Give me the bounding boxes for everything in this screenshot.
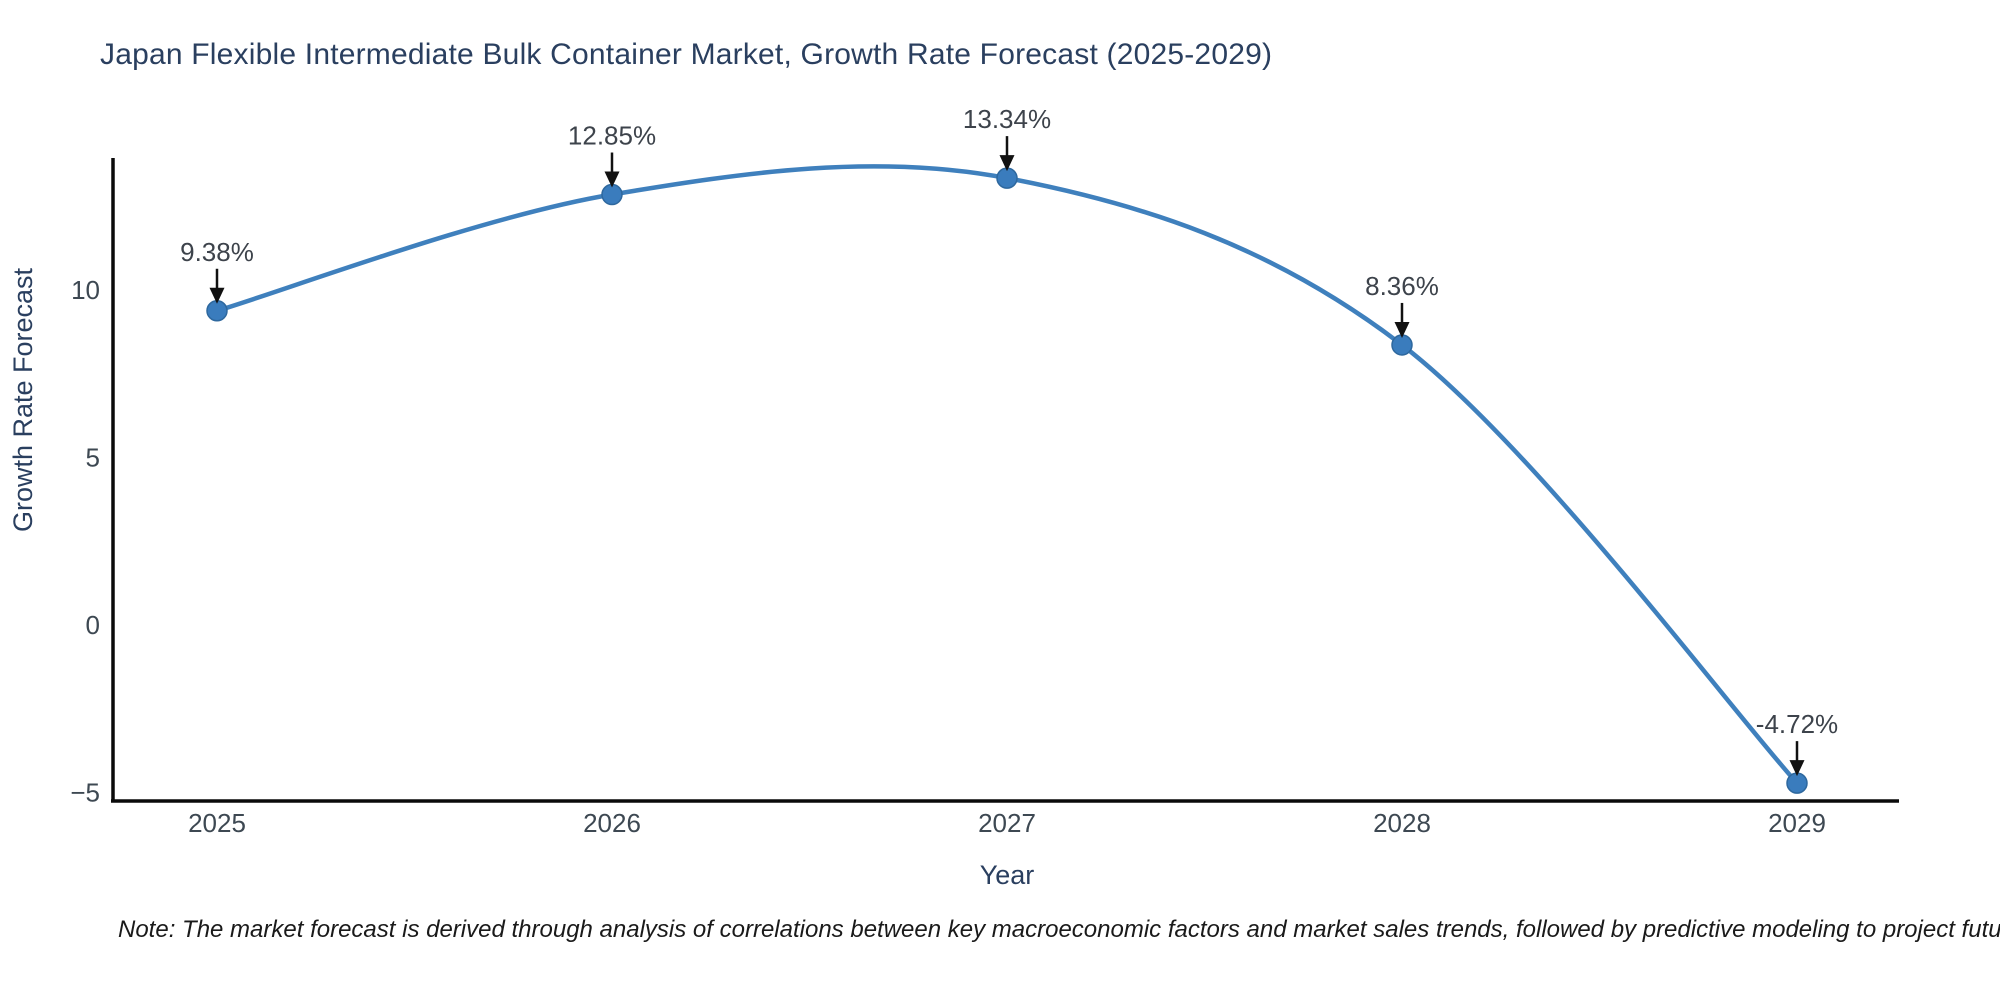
point-annotation-label: 8.36% bbox=[1365, 271, 1439, 301]
point-annotation-label: 12.85% bbox=[568, 121, 656, 151]
y-tick-label: 10 bbox=[71, 275, 100, 305]
footnote: Note: The market forecast is derived thr… bbox=[118, 916, 2000, 943]
annotation-arrow-head bbox=[1394, 321, 1410, 338]
x-tick-label: 2028 bbox=[1373, 808, 1431, 838]
y-tick-label: −5 bbox=[70, 778, 100, 808]
point-annotation-label: -4.72% bbox=[1756, 709, 1838, 739]
annotation-arrow-head bbox=[999, 155, 1015, 172]
annotation-arrow-head bbox=[1789, 760, 1805, 777]
chart-title: Japan Flexible Intermediate Bulk Contain… bbox=[100, 38, 1273, 71]
x-tick-label: 2025 bbox=[188, 808, 246, 838]
y-tick-label: 5 bbox=[86, 443, 100, 473]
axes-layer: 10 5 0 −5 2025 2026 2027 2028 2029 bbox=[70, 158, 1899, 838]
x-tick-label: 2029 bbox=[1768, 808, 1826, 838]
series-layer bbox=[206, 164, 1808, 794]
y-tick-label: 0 bbox=[86, 610, 100, 640]
point-annotation-label: 9.38% bbox=[180, 237, 254, 267]
x-axis-title: Year bbox=[980, 860, 1035, 890]
x-tick-label: 2027 bbox=[978, 808, 1036, 838]
annotation-arrow-head bbox=[209, 287, 225, 304]
annotation-arrow-head bbox=[604, 171, 620, 188]
x-tick-label: 2026 bbox=[583, 808, 641, 838]
y-axis-title: Growth Rate Forecast bbox=[8, 267, 38, 532]
forecast-line bbox=[214, 164, 1800, 786]
point-annotation-label: 13.34% bbox=[963, 104, 1051, 134]
annotations-layer: 9.38% 12.85% 13.34% 8.36% -4.72% bbox=[180, 104, 1838, 777]
